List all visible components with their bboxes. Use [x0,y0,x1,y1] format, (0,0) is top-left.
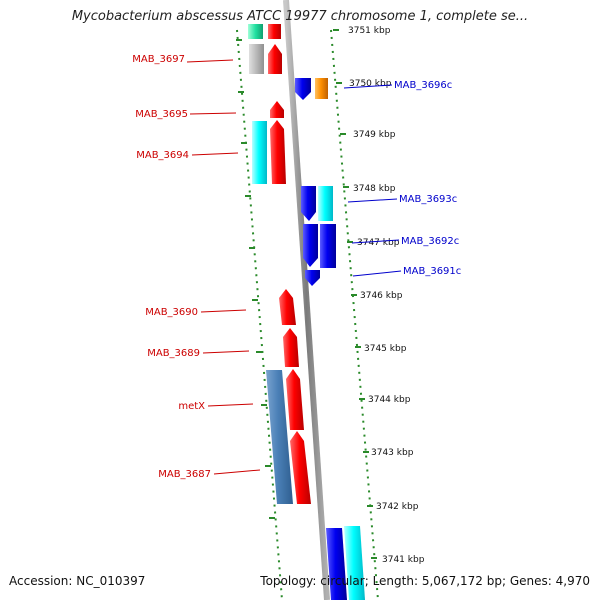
gene-mab-3694[interactable] [252,121,267,184]
gene-label[interactable]: MAB_3697 [132,54,185,65]
left-gene-labels: MAB_3697 MAB_3695 MAB_3694 MAB_3690 MAB_… [132,54,211,480]
gene-blue-bottom[interactable] [326,528,347,600]
chromosome-backbone [283,0,330,600]
gene-mab-3689[interactable] [283,328,299,367]
gene-label[interactable]: MAB_3696c [394,80,452,91]
right-track-border [330,29,379,600]
kbp-tick-label: 3746 kbp [360,291,403,301]
length-label: Length: [372,574,419,588]
kbp-tick-labels: 3751 kbp 3750 kbp 3749 kbp 3748 kbp 3747… [348,26,425,565]
gene-mab-3691c[interactable] [305,270,320,286]
gene-red-top[interactable] [268,24,281,39]
length-value: 5,067,172 bp; [421,574,507,588]
accession-value: NC_010397 [76,574,146,588]
footer-accession: Accession: NC_010397 [9,574,145,588]
gene-label[interactable]: MAB_3689 [147,348,200,359]
inner-tick-marks [236,39,275,519]
gene-mab-3693c-cyan[interactable] [318,186,333,221]
footer-genome-info: Topology: circular; Length: 5,067,172 bp… [260,574,590,588]
gene-metx-arrow[interactable] [286,369,304,430]
right-gene-labels: MAB_3696c MAB_3693c MAB_3692c MAB_3691c [394,80,461,277]
gene-label[interactable]: MAB_3687 [158,469,211,480]
gene-mab-3692c-a[interactable] [303,224,318,267]
kbp-tick-label: 3749 kbp [353,130,396,140]
gene-teal[interactable] [248,24,263,39]
gene-mab-3695[interactable] [270,101,284,118]
gene-mab-3697[interactable] [249,44,264,74]
gene-metx[interactable] [266,370,293,504]
gene-mab-3690[interactable] [279,289,296,325]
gene-mab-3697-arrow[interactable] [268,44,282,74]
left-leader-lines [186,59,261,475]
gene-mab-3696c[interactable] [295,78,311,100]
topology-value: circular; [320,574,369,588]
genes-value: 4,970 [555,574,590,588]
topology-label: Topology: [260,574,317,588]
kbp-tick-label: 3750 kbp [349,79,392,89]
gene-label[interactable]: MAB_3691c [403,266,461,277]
map-title: Mycobacterium abscessus ATCC 19977 chrom… [71,9,529,24]
kbp-tick-label: 3751 kbp [348,26,391,36]
kbp-tick-label: 3748 kbp [353,184,396,194]
genes-label: Genes: [509,574,552,588]
gene-label[interactable]: MAB_3690 [145,307,198,318]
kbp-tick-label: 3741 kbp [382,555,425,565]
gene-label[interactable]: MAB_3692c [401,236,459,247]
gene-mab-3696c-orange[interactable] [315,78,328,99]
kbp-tick-label: 3744 kbp [368,395,411,405]
gene-mab-3687[interactable] [290,431,311,504]
gene-cyan-bottom[interactable] [344,526,365,600]
accession-label: Accession: [9,574,73,588]
gene-mab-3694-arrow[interactable] [270,120,286,184]
gene-mab-3692c-b[interactable] [320,224,336,268]
kbp-tick-label: 3743 kbp [371,448,414,458]
right-leader-lines [343,84,402,277]
gene-mab-3693c[interactable] [301,186,316,221]
kbp-tick-label: 3742 kbp [376,502,419,512]
kbp-tick-label: 3745 kbp [364,344,407,354]
gene-label[interactable]: MAB_3694 [136,150,189,161]
gene-label[interactable]: MAB_3695 [135,109,188,120]
kbp-tick-label: 3747 kbp [357,238,400,248]
left-track-border [236,29,283,600]
gene-label[interactable]: MAB_3693c [399,194,457,205]
kbp-tick-marks [333,29,377,559]
gene-label[interactable]: metX [178,401,205,412]
